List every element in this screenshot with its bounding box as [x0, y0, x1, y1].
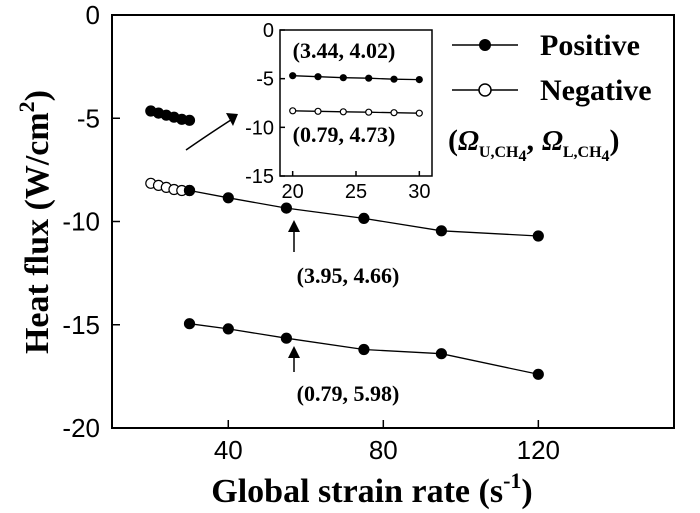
inset-point [415, 109, 423, 117]
inset-series-line [292, 75, 420, 81]
main-point [435, 225, 447, 237]
annotation-arrow-upper [288, 220, 300, 252]
main-point [222, 192, 234, 204]
main-y-tick-label: -5 [77, 103, 100, 133]
inset-point [314, 73, 322, 81]
inset-y-tick-label: -5 [256, 69, 274, 91]
inset-y-tick-label: -10 [245, 117, 274, 139]
main-point [532, 368, 544, 380]
main-point [183, 114, 196, 126]
main-point [222, 323, 234, 335]
y-axis-title: Heat flux (W/cm2) [14, 90, 56, 354]
annotation-arrow-lower [288, 346, 300, 372]
inset-point [365, 74, 373, 82]
inset-axis-ticks: 20 25 30 0 -5 -10 -15 [245, 20, 430, 203]
inset-x-tick-label: 30 [408, 181, 430, 203]
inset-point [339, 108, 347, 116]
main-point [358, 343, 370, 356]
inset-point [365, 108, 373, 116]
inset-point [390, 75, 398, 83]
main-point [532, 230, 544, 242]
main-y-tick-label: 0 [86, 0, 100, 30]
inset-y-tick-label: 0 [263, 20, 274, 42]
main-y-tick-label: -20 [62, 413, 100, 443]
inset-x-tick-label: 25 [345, 181, 367, 203]
main-point [183, 184, 196, 197]
legend: Positive Negative (ΩU,CH4, ΩL,CH4) [448, 29, 652, 165]
main-point [358, 212, 370, 224]
legend-negative-marker [452, 83, 518, 97]
main-x-tick-label: 120 [517, 435, 560, 465]
main-point [435, 348, 447, 360]
legend-positive-marker [452, 39, 518, 51]
main-point [280, 202, 292, 214]
main-series-group [145, 105, 544, 380]
inset-series-group [289, 72, 423, 117]
inset-point [289, 107, 297, 115]
inset-annotation-upper: (3.44, 4.02) [293, 38, 396, 63]
inset-pointer-arrow [185, 113, 238, 151]
legend-positive-label: Positive [540, 29, 640, 62]
inset-point [339, 74, 347, 82]
main-series-line [189, 189, 539, 237]
main-y-tick-label: -15 [62, 310, 100, 340]
inset-annotation-lower: (0.79, 4.73) [293, 122, 396, 147]
inset-point [415, 75, 423, 84]
inset-y-tick-label: -15 [245, 166, 274, 188]
annotation-upper-branch: (3.95, 4.66) [297, 263, 400, 288]
legend-parameter-label: (ΩU,CH4, ΩL,CH4) [448, 124, 620, 165]
main-y-tick-label: -10 [62, 207, 100, 237]
main-axis-ticks: 40 80 120 0 -5 -10 -15 -20 [62, 0, 560, 465]
inset-x-tick-label: 20 [282, 181, 304, 203]
x-axis-title: Global strain rate (s-1) [211, 468, 532, 510]
inset-plot-frame [279, 29, 433, 177]
inset-point [289, 72, 297, 80]
inset-point [390, 109, 398, 117]
main-x-tick-label: 40 [214, 435, 243, 465]
legend-negative-label: Negative [540, 74, 652, 107]
main-point [280, 332, 292, 344]
main-series-line [189, 323, 539, 375]
inset-point [314, 107, 322, 115]
annotation-lower-branch: (0.79, 5.98) [297, 381, 400, 406]
inset-series-line [292, 110, 420, 114]
main-x-tick-label: 80 [369, 435, 398, 465]
main-point [183, 318, 196, 330]
